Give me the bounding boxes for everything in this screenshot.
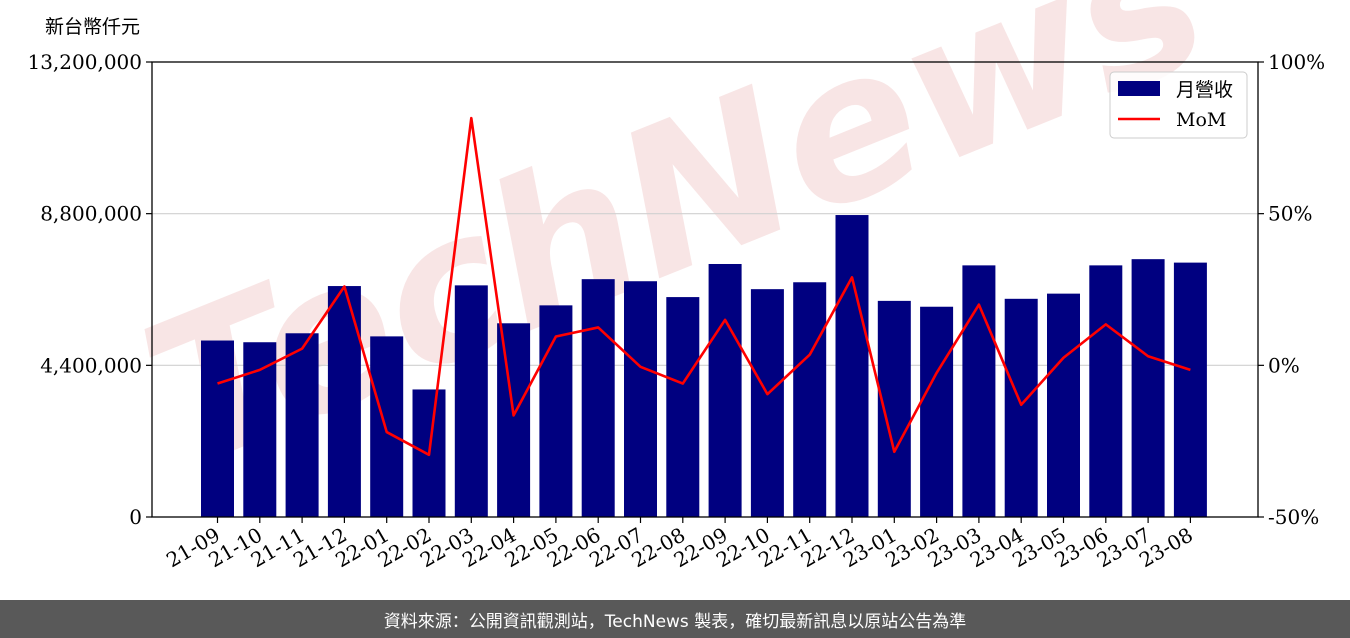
y-axis-unit-label: 新台幣仟元	[45, 16, 140, 38]
bar-23-06	[1089, 265, 1123, 517]
right-tick-label: 50%	[1268, 202, 1312, 226]
bar-23-07	[1131, 259, 1165, 517]
bar-22-05	[539, 305, 573, 517]
bar-22-09	[708, 263, 742, 517]
bar-22-03	[454, 285, 488, 517]
left-tick-label: 4,400,000	[40, 353, 142, 377]
right-tick-label: -50%	[1268, 505, 1319, 529]
legend-label-revenue: 月營收	[1176, 79, 1233, 101]
bar-23-03	[962, 265, 996, 517]
source-footer: 資料來源：公開資訊觀測站，TechNews 製表，確切最新訊息以原站公告為準	[0, 600, 1350, 638]
mom-line-group	[217, 116, 1191, 457]
bar-23-08	[1173, 262, 1207, 517]
right-tick-label: 0%	[1268, 353, 1300, 377]
bar-21-09	[201, 340, 234, 517]
bar-23-02	[920, 306, 954, 517]
bar-22-10	[750, 289, 784, 517]
left-tick-label: 0	[129, 505, 142, 529]
bar-22-12	[835, 215, 869, 517]
left-tick-label: 13,200,000	[27, 50, 142, 74]
bar-22-08	[666, 297, 700, 517]
mom-line	[217, 116, 1191, 457]
revenue-chart: TechNews 新台幣仟元 04,400,0008,800,00013,200…	[27, 0, 1325, 572]
source-text: 資料來源：公開資訊觀測站，TechNews 製表，確切最新訊息以原站公告為準	[383, 611, 967, 632]
bar-22-01	[370, 336, 404, 517]
right-tick-label: 100%	[1268, 50, 1325, 74]
bar-22-06	[581, 279, 615, 517]
bar-22-11	[793, 282, 827, 517]
bar-21-11	[285, 333, 319, 517]
bar-21-10	[243, 342, 277, 517]
legend: 月營收 MoM	[1109, 71, 1248, 139]
bar-23-04	[1004, 298, 1038, 517]
left-tick-label: 8,800,000	[40, 202, 142, 226]
bar-23-05	[1047, 293, 1080, 517]
bar-21-12	[327, 286, 361, 517]
bar-22-07	[624, 281, 657, 517]
legend-label-mom: MoM	[1176, 109, 1226, 131]
plot-frame	[151, 61, 1259, 518]
bar-22-04	[497, 323, 531, 517]
legend-swatch-revenue	[1118, 81, 1160, 96]
